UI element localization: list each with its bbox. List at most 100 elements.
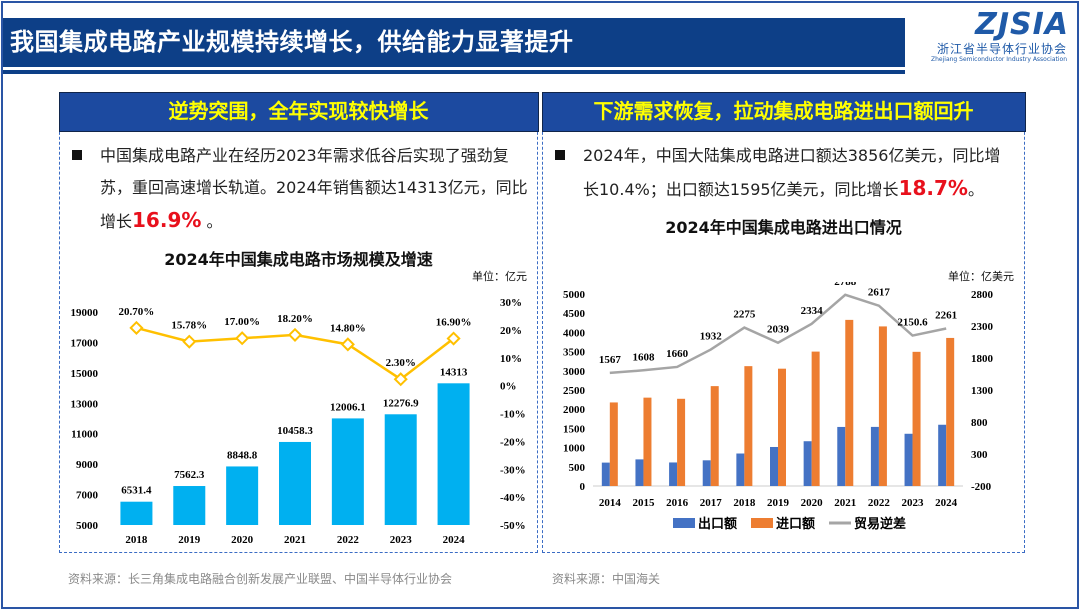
x-tick-label: 2024 xyxy=(443,534,466,546)
import-bar xyxy=(845,319,854,486)
right-text-end: 。 xyxy=(967,180,984,199)
x-tick-label: 2019 xyxy=(178,534,201,546)
y-tick-label: 9000 xyxy=(76,459,99,471)
export-bar xyxy=(803,441,812,486)
legend-label: 贸易逆差 xyxy=(854,516,906,532)
y2-tick-label: 800 xyxy=(971,417,988,429)
bar xyxy=(120,501,153,525)
chart-unit: 单位：亿元 xyxy=(472,270,527,283)
legend-label: 出口额 xyxy=(698,516,737,532)
bar-label: 10458.3 xyxy=(277,425,313,437)
y2-tick-label: 20% xyxy=(500,325,522,337)
y2-tick-label: -30% xyxy=(500,464,526,476)
right-highlight: 18.7% xyxy=(898,176,968,200)
x-tick-label: 2021 xyxy=(834,497,856,509)
deficit-label: 1660 xyxy=(666,348,689,360)
chart-title: 2024年中国集成电路市场规模及增速 xyxy=(164,250,433,269)
x-tick-label: 2018 xyxy=(733,497,756,509)
trade-chart: 0 500 1000 1500 2000 2500 3000 3500 4000 4500 5000… xyxy=(563,282,994,532)
y2-tick-label: 300 xyxy=(971,449,988,461)
y-tick-label: 7000 xyxy=(76,490,99,502)
y2-tick-label: 1300 xyxy=(971,385,994,397)
growth-label: 20.70% xyxy=(119,306,155,318)
import-bar xyxy=(710,386,719,486)
import-bar xyxy=(811,351,820,486)
bar xyxy=(437,383,470,525)
growth-marker xyxy=(182,334,197,349)
y-tick-label: 1000 xyxy=(563,443,586,455)
export-bar xyxy=(904,433,913,486)
growth-label: 18.20% xyxy=(277,313,313,325)
deficit-label: 1567 xyxy=(599,354,622,366)
growth-marker xyxy=(235,331,250,346)
import-bar xyxy=(912,351,921,486)
y2-tick-label: 30% xyxy=(500,297,522,309)
bar-label: 7562.3 xyxy=(174,469,205,481)
x-tick-label: 2018 xyxy=(125,534,148,546)
x-tick-label: 2016 xyxy=(666,497,689,509)
y-tick-label: 2500 xyxy=(563,385,586,397)
y-tick-label: 3500 xyxy=(563,347,586,359)
y-tick-label: 11000 xyxy=(71,429,98,441)
legend-swatch xyxy=(673,518,695,528)
y2-tick-label: -10% xyxy=(500,409,526,421)
bar xyxy=(173,486,206,525)
bar-label: 8848.8 xyxy=(227,449,258,461)
growth-marker xyxy=(446,331,461,346)
left-text-end: 。 xyxy=(201,212,223,231)
y2-tick-label: 2800 xyxy=(971,289,994,301)
chart-title: 2024年中国集成电路进出口情况 xyxy=(665,218,902,237)
export-bar xyxy=(770,446,778,486)
growth-marker xyxy=(287,327,303,342)
y-tick-label: 0 xyxy=(580,481,586,493)
deficit-line xyxy=(609,293,947,375)
title-divider xyxy=(3,70,905,74)
bullet-square-icon xyxy=(72,150,82,160)
y-tick-label: 1500 xyxy=(563,423,586,435)
deficit-label: 2150.6 xyxy=(897,317,928,329)
deficit-label: 1932 xyxy=(700,331,723,343)
export-bar xyxy=(669,462,678,486)
x-tick-label: 2022 xyxy=(868,497,891,509)
y-tick-label: 5000 xyxy=(76,520,99,532)
import-bar xyxy=(677,398,686,486)
deficit-label: 2334 xyxy=(801,305,824,317)
bar xyxy=(331,418,364,525)
bullet-square-icon xyxy=(555,150,565,160)
export-bar xyxy=(837,426,846,486)
growth-label: 17.00% xyxy=(224,316,260,328)
bar-label: 12276.9 xyxy=(383,397,419,409)
y-tick-label: 5000 xyxy=(563,289,586,301)
y2-tick-label: 0% xyxy=(500,381,517,393)
export-bar xyxy=(870,426,879,486)
right-panel: 下游需求恢复，拉动集成电路进出口额回升 2024年，中国大陆集成电路进口额达38… xyxy=(541,92,1026,553)
left-text: 中国集成电路产业在经历2023年需求低谷后实现了强劲复苏，重回高速增长轨道。20… xyxy=(100,146,528,231)
y2-tick-label: 10% xyxy=(500,353,522,365)
growth-label: 2.30% xyxy=(386,357,416,369)
import-bar xyxy=(778,368,786,486)
y-tick-label: 19000 xyxy=(71,307,99,319)
export-bar xyxy=(601,462,610,486)
import-bar xyxy=(878,326,887,486)
y2-tick-label: -50% xyxy=(500,520,526,532)
growth-marker xyxy=(129,320,144,335)
y2-tick-label: 1800 xyxy=(971,353,994,365)
deficit-label: 2039 xyxy=(767,324,790,336)
bar-label: 12006.1 xyxy=(330,401,366,413)
y-tick-label: 17000 xyxy=(71,337,99,349)
page-title: 我国集成电路产业规模持续增长，供给能力显著提升 xyxy=(3,18,905,67)
export-bar xyxy=(702,460,711,486)
bar-label: 14313 xyxy=(440,366,468,378)
deficit-label: 2275 xyxy=(733,309,756,321)
y-tick-label: 2000 xyxy=(563,404,586,416)
y2-tick-label: -20% xyxy=(500,436,526,448)
left-panel: 逆势突围，全年实现较快增长 中国集成电路产业在经历2023年需求低谷后实现了强劲… xyxy=(58,92,539,553)
legend-swatch xyxy=(751,518,773,528)
y2-tick-label: -40% xyxy=(500,492,526,504)
logo-cn: 浙江省半导体行业协会 xyxy=(936,42,1067,56)
x-tick-label: 2015 xyxy=(632,497,655,509)
growth-label: 16.90% xyxy=(436,317,472,329)
bar-label: 6531.4 xyxy=(121,485,152,497)
logo-mark: ZJSIA xyxy=(975,7,1069,42)
export-bar xyxy=(635,459,644,486)
